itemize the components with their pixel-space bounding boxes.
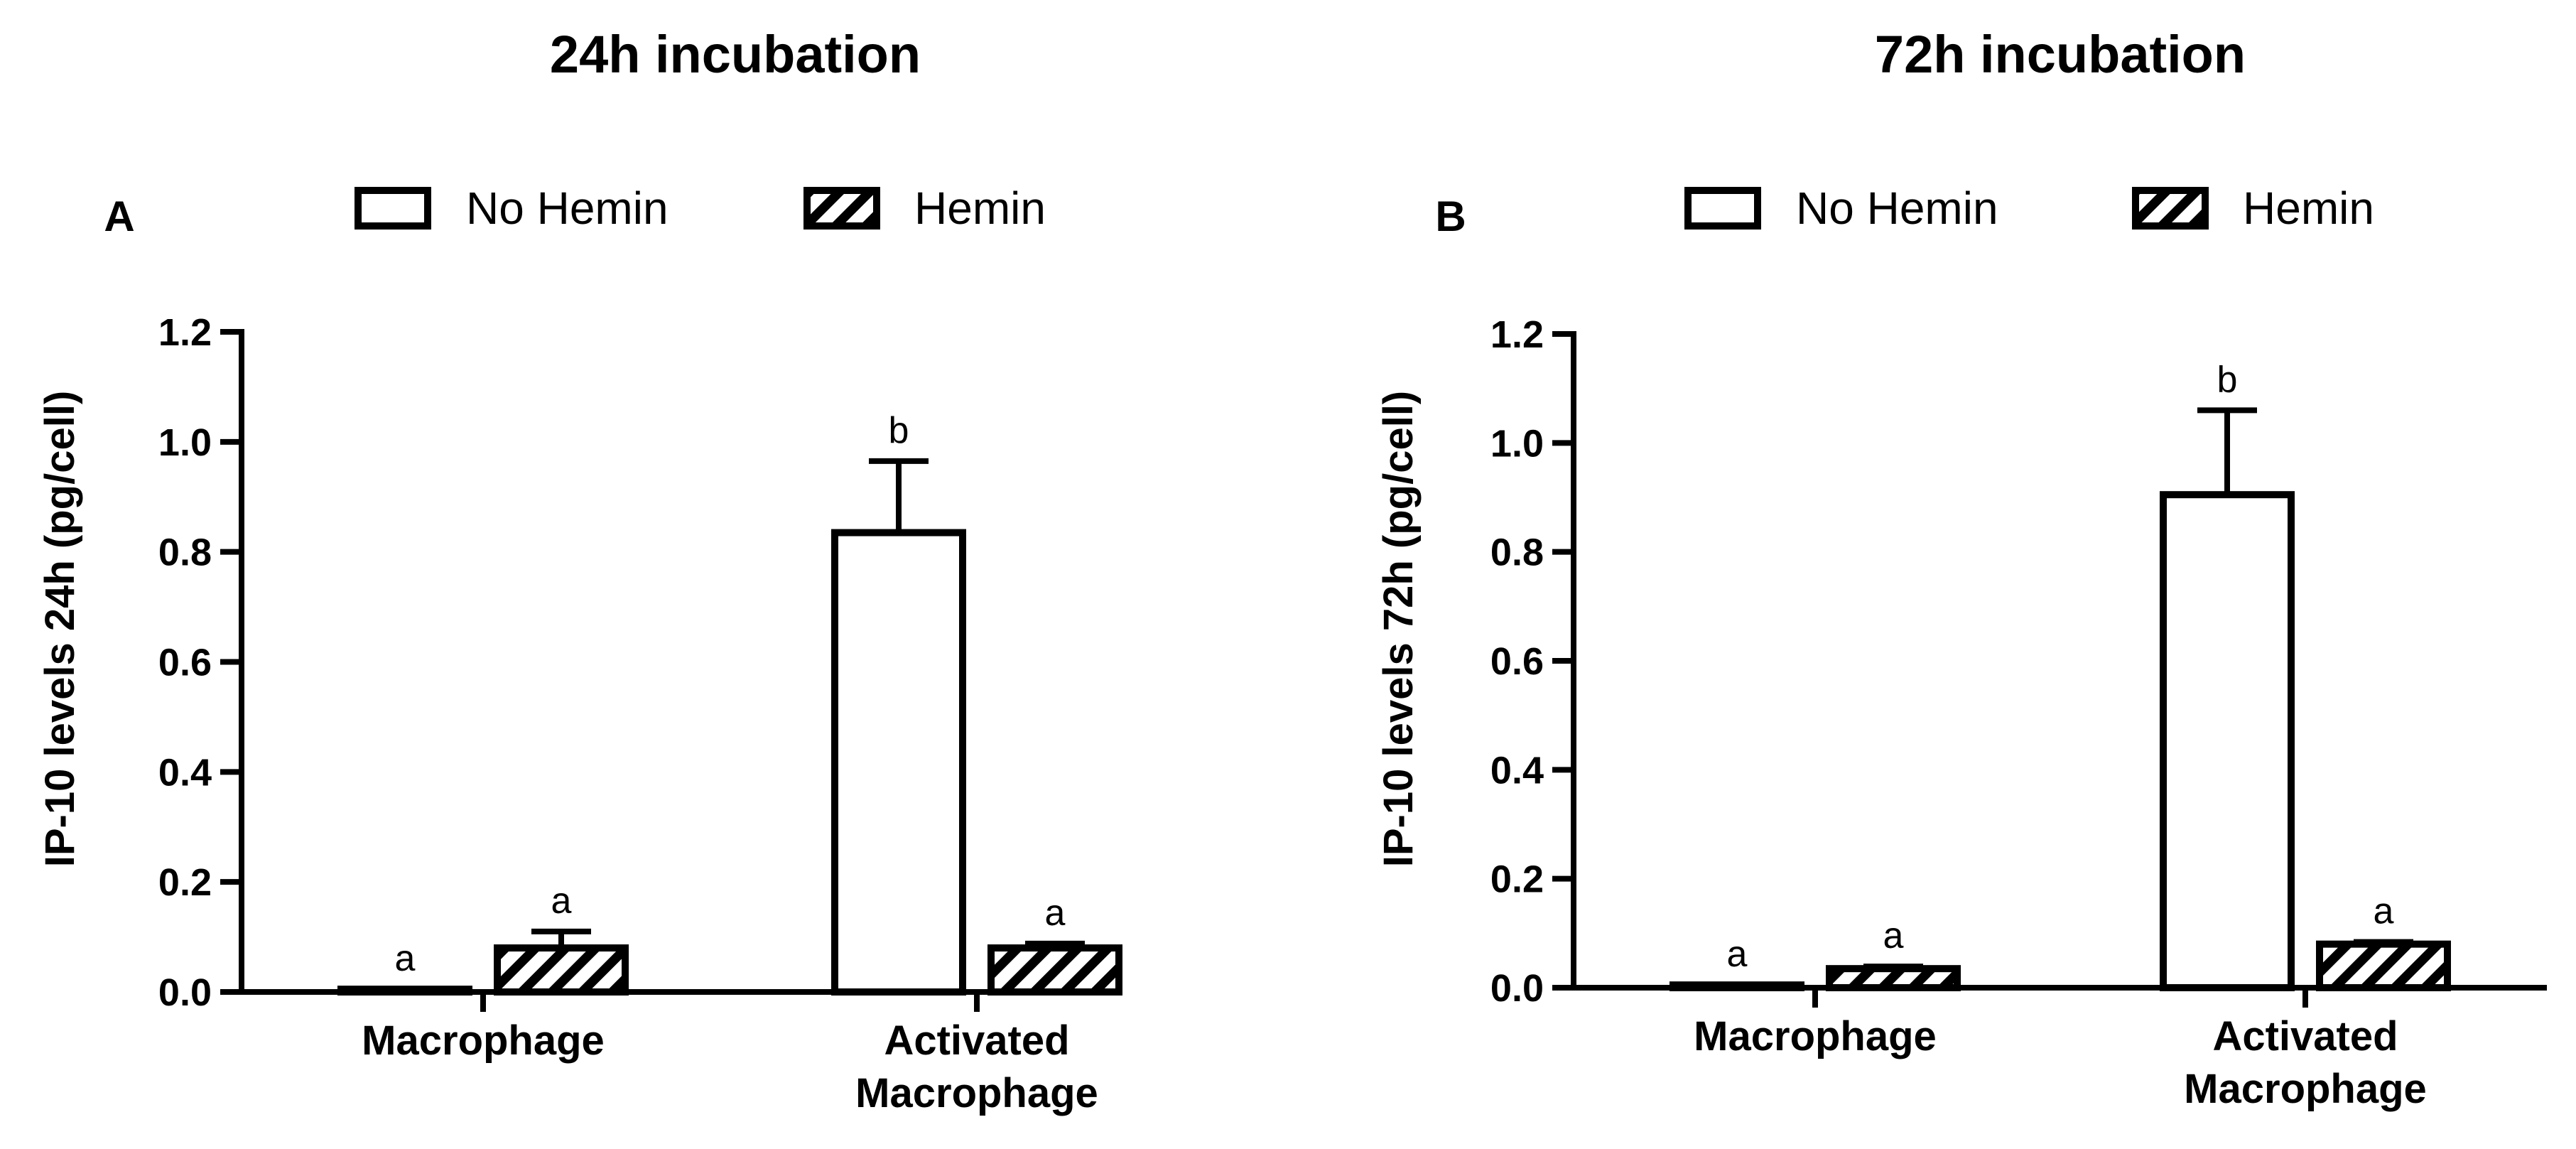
legend-no-hemin-label-a: No Hemin bbox=[466, 183, 669, 234]
y-tick-label: 0.0 bbox=[158, 971, 212, 1014]
legend-no-hemin-swatch-a bbox=[355, 187, 431, 230]
significance-label: b bbox=[889, 410, 909, 451]
y-tick-label: 0.8 bbox=[158, 532, 212, 574]
legend-no-hemin-swatch-b bbox=[1684, 187, 1761, 230]
y-tick-label: 1.0 bbox=[1490, 422, 1544, 465]
legend-hemin-label-b: Hemin bbox=[2243, 183, 2374, 234]
panel-a: 24h incubation A No Hemin Hemin IP-10 le… bbox=[37, 25, 1046, 867]
y-tick-label: 0.4 bbox=[1490, 749, 1544, 792]
y-tick-label: 0.2 bbox=[158, 861, 212, 904]
legend-hemin-label-a: Hemin bbox=[914, 183, 1046, 234]
legend-hemin-swatch-a bbox=[803, 187, 880, 230]
legend-no-hemin-label-b: No Hemin bbox=[1796, 183, 1998, 234]
panel-b-plot: a b a a 0.0 0.2 0.4 0.6 0.8 1.0 1.2 Macrophage Activ… bbox=[1490, 313, 2547, 1112]
y-tick-label: 0.8 bbox=[1490, 532, 1544, 574]
panel-a-title: 24h incubation bbox=[550, 25, 921, 84]
bar bbox=[1826, 965, 1961, 991]
panel-a-y-axis-label: IP-10 levels 24h (pg/cell) bbox=[37, 391, 83, 868]
y-tick-label: 0.6 bbox=[158, 642, 212, 684]
significance-label: a bbox=[551, 880, 572, 922]
y-tick-label: 0.6 bbox=[1490, 640, 1544, 683]
significance-label: a bbox=[1045, 892, 1066, 934]
significance-label: b bbox=[2217, 359, 2238, 400]
x-category-label: Macrophage bbox=[362, 1018, 605, 1064]
x-category-label: Activated bbox=[2212, 1013, 2398, 1059]
panel-b-title: 72h incubation bbox=[1875, 25, 2246, 84]
significance-label: a bbox=[395, 938, 416, 979]
x-category-label: Macrophage bbox=[855, 1070, 1098, 1116]
bar bbox=[831, 529, 966, 996]
significance-label: a bbox=[1727, 934, 1748, 975]
x-category-label: Macrophage bbox=[2184, 1066, 2427, 1112]
y-tick-label: 1.0 bbox=[158, 421, 212, 464]
panel-b-y-axis-label: IP-10 levels 72h (pg/cell) bbox=[1375, 391, 1422, 868]
bar bbox=[494, 944, 629, 996]
y-tick-label: 1.2 bbox=[158, 311, 212, 354]
panel-a-plot: a b a a 0.0 0.2 0.4 0.6 0.8 1.0 1.2 Macrophage Activ… bbox=[158, 311, 1122, 1116]
y-tick-label: 0.2 bbox=[1490, 858, 1544, 901]
x-category-label: Macrophage bbox=[1694, 1013, 1937, 1059]
panel-a-letter: A bbox=[104, 193, 134, 240]
significance-label: a bbox=[1883, 915, 1904, 956]
y-tick-label: 1.2 bbox=[1490, 313, 1544, 356]
significance-label: a bbox=[2374, 891, 2394, 932]
bar bbox=[2316, 940, 2451, 991]
y-tick-label: 0.0 bbox=[1490, 967, 1544, 1010]
bar bbox=[987, 944, 1122, 996]
bar bbox=[2160, 491, 2295, 991]
x-category-label: Activated bbox=[884, 1018, 1069, 1064]
panel-b-letter: B bbox=[1435, 193, 1466, 240]
y-tick-label: 0.4 bbox=[158, 751, 212, 794]
legend-hemin-swatch-b bbox=[2132, 187, 2209, 230]
panel-b: 72h incubation B No Hemin Hemin IP-10 le… bbox=[1375, 25, 2374, 867]
